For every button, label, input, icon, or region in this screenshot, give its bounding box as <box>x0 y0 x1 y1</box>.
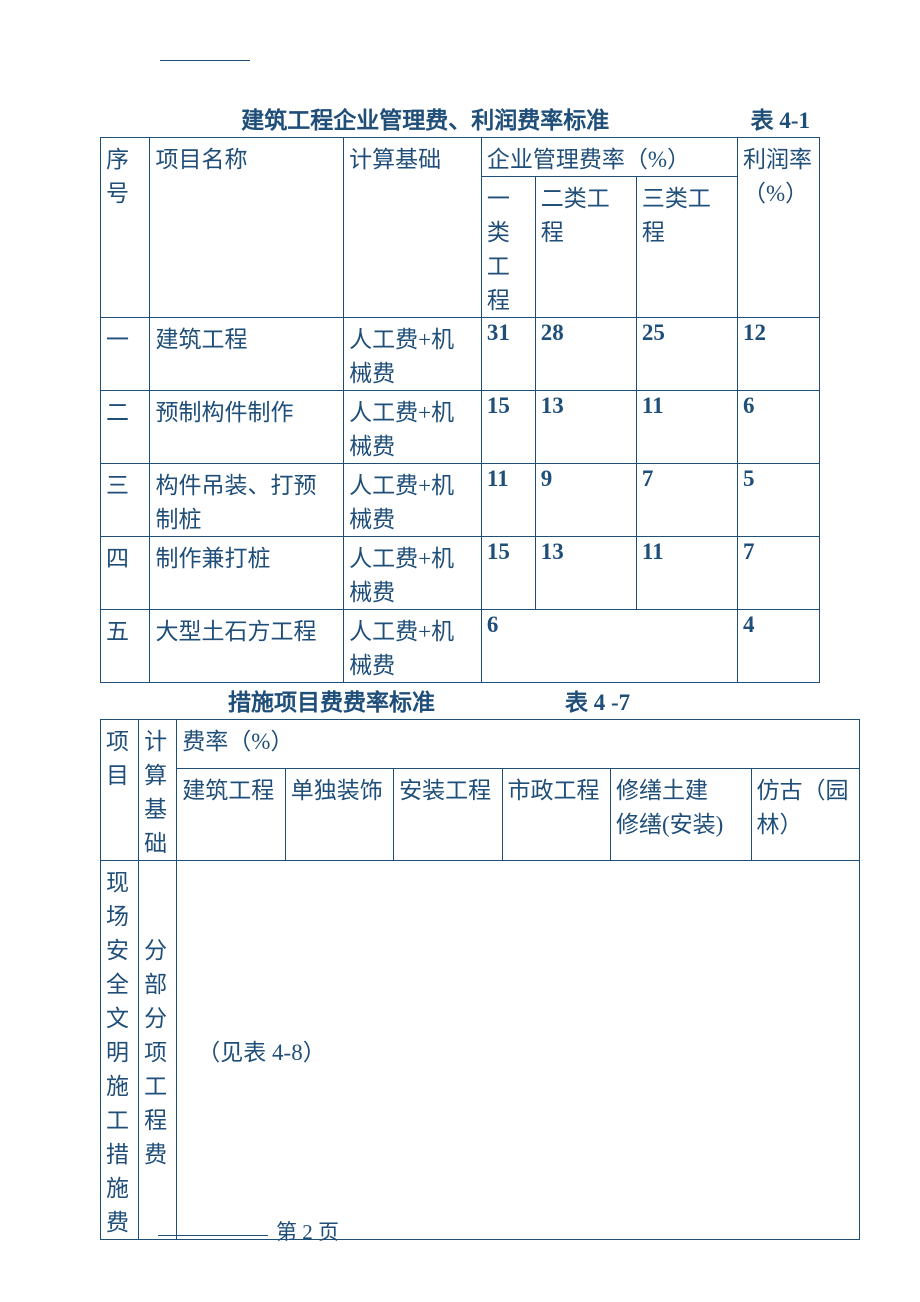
header-name: 项目名称 <box>150 138 344 318</box>
table1-row-5: 五 大型土石方工程 人工费+机械费 6 4 <box>101 610 820 683</box>
cell-c1: 31 <box>481 318 535 391</box>
cell-c1: 15 <box>481 537 535 610</box>
cell-c2: 28 <box>535 318 636 391</box>
header-basis: 计算基础 <box>139 720 177 861</box>
cell-profit: 12 <box>737 318 819 391</box>
cell-seq: 四 <box>101 537 150 610</box>
table2-label: 表 4 -7 <box>565 683 630 717</box>
table2-row-1: 现场安全文明施工措施费 分部分项工程费 （见表 4-8） <box>101 861 860 1240</box>
table1-title-row: 建筑工程企业管理费、利润费率标准 表 4-1 <box>60 101 860 135</box>
header-cat5: 修缮土建 修缮(安装) <box>610 769 751 861</box>
table2-title-row: 措施项目费费率标准 表 4 -7 <box>60 683 860 717</box>
header-basis: 计算基础 <box>344 138 482 318</box>
cell-basis: 人工费+机械费 <box>344 610 482 683</box>
cell-basis: 人工费+机械费 <box>344 318 482 391</box>
footer-page-number: 第 2 页 <box>276 1220 339 1244</box>
cell-c2: 13 <box>535 391 636 464</box>
cell-c3: 11 <box>636 537 737 610</box>
page-content: 建筑工程企业管理费、利润费率标准 表 4-1 序号 项目名称 计算基础 企业管理… <box>0 0 920 1240</box>
table1-row-1: 一 建筑工程 人工费+机械费 31 28 25 12 <box>101 318 820 391</box>
cell-name: 构件吊装、打预制桩 <box>150 464 344 537</box>
cell-profit: 6 <box>737 391 819 464</box>
header-cat2: 单独装饰 <box>285 769 393 861</box>
header-cat3: 安装工程 <box>394 769 502 861</box>
cell-merged: 6 <box>481 610 737 683</box>
header-class2: 二类工程 <box>535 177 636 318</box>
cell-c2: 13 <box>535 537 636 610</box>
cell-seq: 二 <box>101 391 150 464</box>
cell-seq: 三 <box>101 464 150 537</box>
header-cat4: 市政工程 <box>502 769 610 861</box>
header-seq: 序号 <box>101 138 150 318</box>
page-footer: 第 2 页 <box>0 1216 920 1246</box>
cell-c3: 11 <box>636 391 737 464</box>
table1-title: 建筑工程企业管理费、利润费率标准 <box>100 101 751 135</box>
header-profit: 利润率（%） <box>737 138 819 318</box>
cell-item: 现场安全文明施工措施费 <box>101 861 139 1240</box>
cell-basis: 人工费+机械费 <box>344 537 482 610</box>
cell-name: 预制构件制作 <box>150 391 344 464</box>
header-cat5-line2: 修缮(安装) <box>616 812 723 837</box>
cell-c1: 15 <box>481 391 535 464</box>
table1-label: 表 4-1 <box>751 101 820 135</box>
cell-basis: 分部分项工程费 <box>139 861 177 1240</box>
table-4-1: 序号 项目名称 计算基础 企业管理费率（%） 利润率（%） 一类工程 二类工程 … <box>100 137 820 683</box>
table1-row-4: 四 制作兼打桩 人工费+机械费 15 13 11 7 <box>101 537 820 610</box>
cell-c3: 7 <box>636 464 737 537</box>
cell-seq: 五 <box>101 610 150 683</box>
table-4-7: 项目 计算基础 费率（%） 建筑工程 单独装饰 安装工程 市政工程 修缮土建 修… <box>100 719 860 1240</box>
cell-see-table: （见表 4-8） <box>177 861 860 1240</box>
cell-profit: 4 <box>737 610 819 683</box>
table2-title: 措施项目费费率标准 <box>228 683 435 717</box>
table1-row-2: 二 预制构件制作 人工费+机械费 15 13 11 6 <box>101 391 820 464</box>
cell-profit: 5 <box>737 464 819 537</box>
cell-seq: 一 <box>101 318 150 391</box>
header-cat5-line1: 修缮土建 <box>616 778 708 803</box>
header-class1: 一类工程 <box>481 177 535 318</box>
table2-header-row2: 建筑工程 单独装饰 安装工程 市政工程 修缮土建 修缮(安装) 仿古（园林） <box>101 769 860 861</box>
footer-line <box>158 1235 268 1236</box>
cell-profit: 7 <box>737 537 819 610</box>
header-rate: 费率（%） <box>177 720 860 769</box>
header-cat1: 建筑工程 <box>177 769 285 861</box>
cell-name: 大型土石方工程 <box>150 610 344 683</box>
table2-header-row1: 项目 计算基础 费率（%） <box>101 720 860 769</box>
header-mgmt-rate: 企业管理费率（%） <box>481 138 737 177</box>
table1-header-row1: 序号 项目名称 计算基础 企业管理费率（%） 利润率（%） <box>101 138 820 177</box>
top-decorative-line <box>160 60 250 61</box>
cell-c2: 9 <box>535 464 636 537</box>
cell-basis: 人工费+机械费 <box>344 391 482 464</box>
cell-name: 制作兼打桩 <box>150 537 344 610</box>
cell-name: 建筑工程 <box>150 318 344 391</box>
cell-c1: 11 <box>481 464 535 537</box>
header-class3: 三类工程 <box>636 177 737 318</box>
table1-row-3: 三 构件吊装、打预制桩 人工费+机械费 11 9 7 5 <box>101 464 820 537</box>
cell-c3: 25 <box>636 318 737 391</box>
cell-basis: 人工费+机械费 <box>344 464 482 537</box>
header-item: 项目 <box>101 720 139 861</box>
header-cat6: 仿古（园林） <box>751 769 859 861</box>
